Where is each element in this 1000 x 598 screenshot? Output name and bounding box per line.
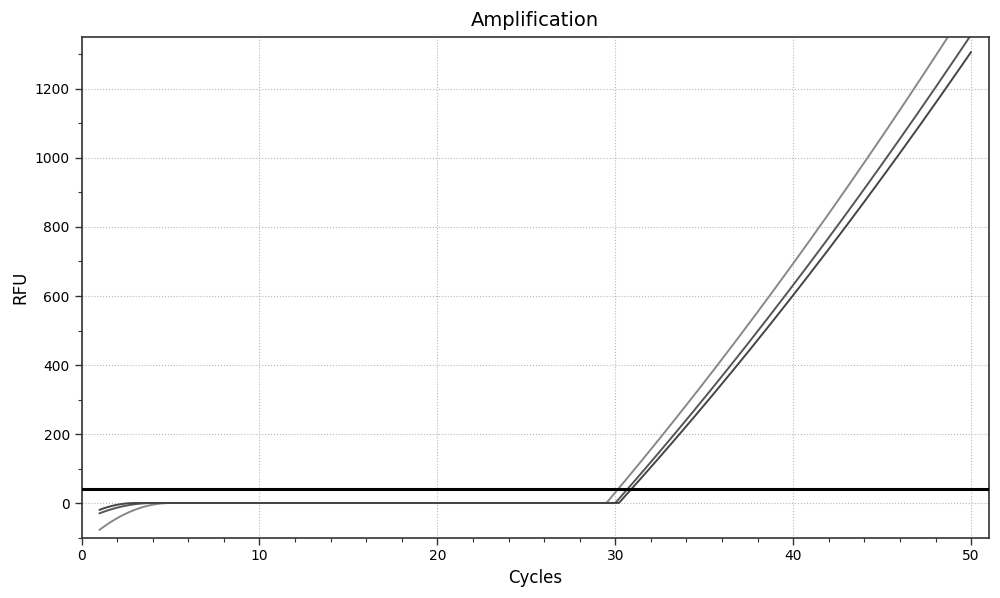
- Title: Amplification: Amplification: [471, 11, 599, 30]
- Y-axis label: RFU: RFU: [11, 271, 29, 304]
- X-axis label: Cycles: Cycles: [508, 569, 562, 587]
